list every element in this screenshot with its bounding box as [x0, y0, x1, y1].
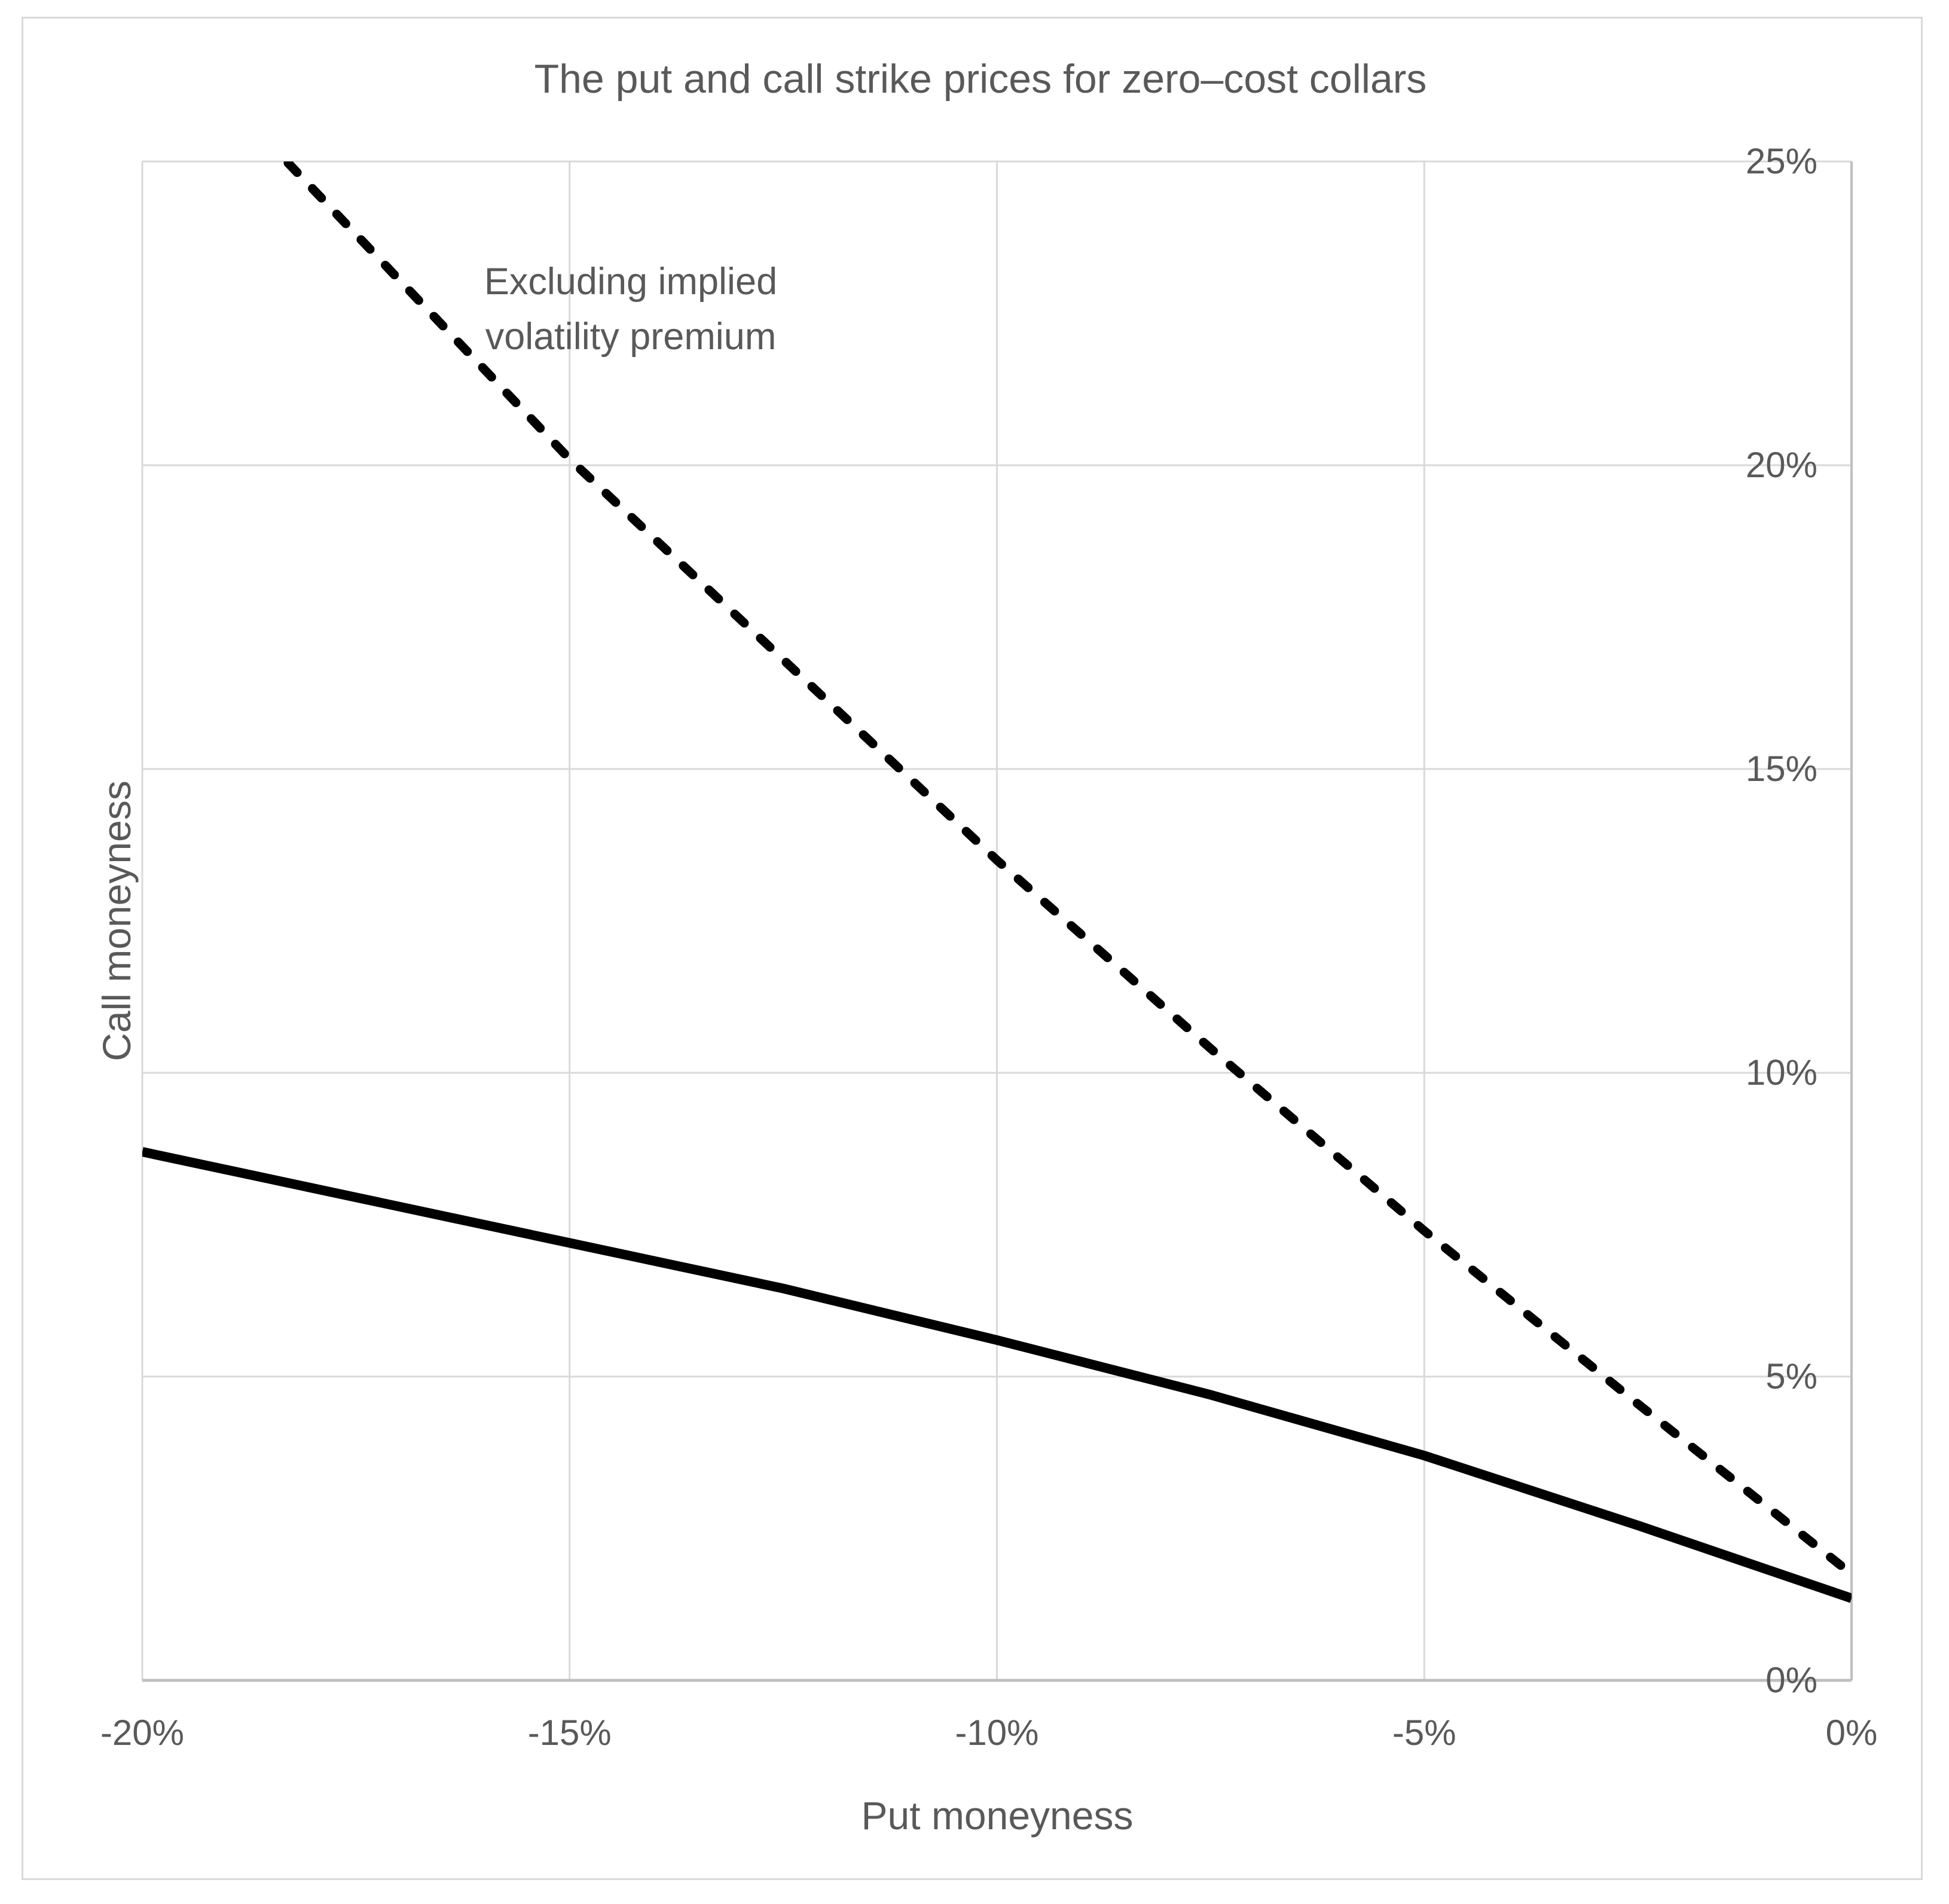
- annotation-line: volatility premium: [485, 316, 777, 358]
- y-tick-label: 25%: [1745, 141, 1817, 181]
- y-tick-label: 0%: [1765, 1660, 1817, 1700]
- x-tick-label: -5%: [1392, 1713, 1456, 1753]
- series-solid-line: [142, 1147, 1852, 1603]
- y-axis-title: Call moneyness: [94, 780, 139, 1061]
- x-tick-label: 0%: [1825, 1713, 1878, 1753]
- y-tick-label: 15%: [1745, 749, 1817, 789]
- y-tick-label: 5%: [1765, 1356, 1817, 1396]
- x-tick-label: -15%: [527, 1713, 612, 1753]
- series-annotation: Excluding implied volatility premium: [484, 254, 777, 364]
- y-tick-label: 20%: [1745, 445, 1817, 485]
- x-axis-title: Put moneyness: [861, 1793, 1134, 1838]
- y-tick-label: 10%: [1745, 1052, 1817, 1093]
- annotation-line: Excluding implied: [484, 261, 778, 303]
- chart-frame: [22, 17, 1923, 1880]
- x-tick-label: -10%: [955, 1713, 1039, 1753]
- series-dashed-line: [280, 161, 1852, 1579]
- chart-title: The put and call strike prices for zero–…: [534, 56, 1427, 102]
- x-tick-label: -20%: [100, 1713, 185, 1753]
